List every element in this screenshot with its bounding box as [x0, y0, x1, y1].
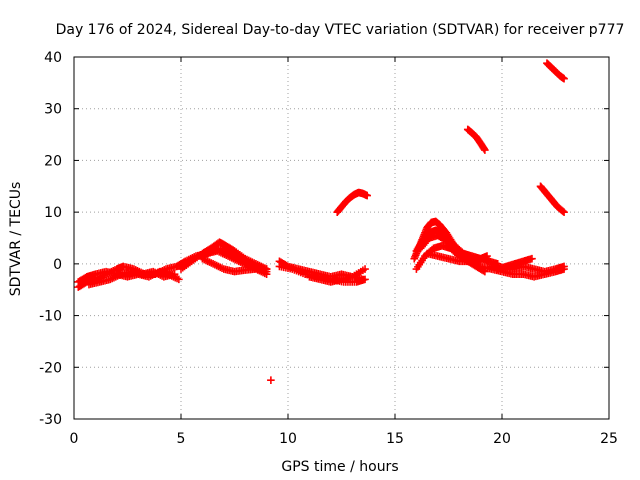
x-axis-label: GPS time / hours — [281, 459, 398, 475]
data-point — [528, 254, 536, 263]
x-tick-label: 5 — [177, 431, 186, 447]
series-track-u — [543, 59, 568, 83]
series-track-o — [423, 249, 491, 266]
data-point — [560, 208, 568, 216]
y-tick-label: 10 — [44, 205, 62, 221]
y-tick-label: 40 — [44, 50, 62, 66]
y-axis-label: SDTVAR / TECUs — [8, 182, 24, 297]
plot-frame — [73, 56, 610, 420]
data-point — [175, 275, 183, 284]
data-point — [262, 270, 271, 278]
data-point — [560, 74, 568, 83]
data-point — [559, 207, 567, 216]
y-tick-label: -10 — [39, 309, 62, 325]
series-track-t — [536, 182, 568, 216]
x-tick-label: 10 — [279, 431, 297, 447]
x-tick-label: 15 — [386, 431, 404, 447]
y-tick-label: -30 — [39, 412, 62, 428]
data-point — [481, 146, 489, 154]
series-track-j — [333, 188, 371, 216]
x-tick-label: 25 — [600, 431, 618, 447]
data-point — [363, 191, 371, 200]
data-point — [560, 262, 568, 271]
series-track-e — [198, 244, 271, 273]
series-track-c — [85, 267, 179, 289]
data-point — [170, 270, 179, 278]
series-track-f — [198, 254, 271, 278]
data-point — [361, 265, 369, 273]
series-track-s — [463, 125, 489, 154]
y-tick-label: -20 — [39, 360, 62, 376]
data-point — [361, 275, 369, 284]
data-point — [267, 376, 275, 385]
series-track-r — [493, 254, 536, 273]
axis-ticks: 0 5 10 15 20 25 -30 -20 -10 0 10 20 30 40 — [39, 50, 618, 447]
series-track-i — [305, 265, 369, 286]
x-tick-label: 20 — [493, 431, 511, 447]
grid — [74, 57, 609, 419]
x-tick-label: 0 — [70, 431, 79, 447]
chart-title: Day 176 of 2024, Sidereal Day-to-day VTE… — [56, 22, 625, 38]
y-tick-label: 20 — [44, 153, 62, 169]
data-point — [483, 252, 491, 260]
data-points — [74, 59, 568, 385]
series-outlier — [267, 376, 275, 385]
y-tick-label: 30 — [44, 102, 62, 118]
y-tick-label: 0 — [53, 257, 62, 273]
